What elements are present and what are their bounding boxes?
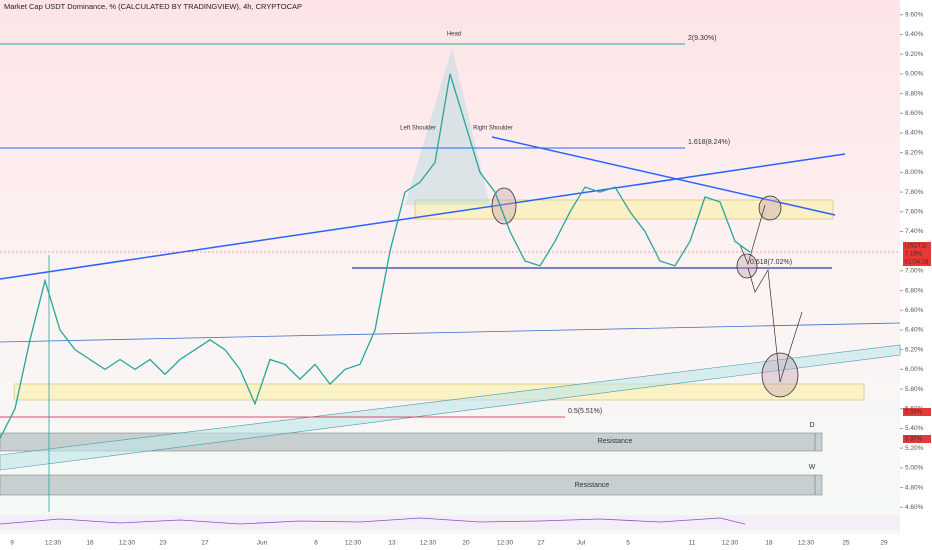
arrow <box>747 267 803 383</box>
x-tick-label: 18 <box>765 540 773 547</box>
y-tick-label: 9.60% <box>905 11 924 18</box>
resistance-box <box>0 474 823 496</box>
price-tag: 5.37% <box>905 437 923 443</box>
x-tick-label: 9 <box>10 540 14 547</box>
indicator-line <box>0 517 746 525</box>
y-tick-label: 7.80% <box>905 189 924 196</box>
annotation: W <box>809 464 816 471</box>
x-tick-label: 12:30 <box>420 540 437 547</box>
annotation: 1.618(8.24%) <box>688 139 730 146</box>
price-tag-bg <box>903 250 931 258</box>
y-tick-label: 6.40% <box>905 327 924 334</box>
annotation: 0.618(7.02%) <box>750 259 792 266</box>
x-tick-label: 27 <box>537 540 545 547</box>
y-tick-label: 8.00% <box>905 169 924 176</box>
resistance-zone <box>414 199 834 220</box>
price-tag-bg <box>903 435 931 443</box>
x-tick-label: 11 <box>689 540 696 547</box>
price-axis <box>900 0 932 550</box>
price-tag-bg <box>903 242 931 250</box>
x-tick-label: 29 <box>880 540 888 547</box>
price-tag: 5.55% <box>905 410 923 416</box>
indicator-panel <box>0 515 900 530</box>
x-tick-label: 12:30 <box>798 540 815 547</box>
price-tag: USDT.D <box>905 244 927 250</box>
y-tick-label: 6.60% <box>905 307 924 314</box>
annotation: Resistance <box>575 482 610 489</box>
y-tick-label: 6.20% <box>905 346 924 353</box>
y-tick-label: 9.00% <box>905 71 924 78</box>
x-tick-label: 12:30 <box>345 540 362 547</box>
y-tick-label: 6.00% <box>905 366 924 373</box>
arrow <box>739 204 766 266</box>
y-tick-label: 8.20% <box>905 149 924 156</box>
price-line <box>0 73 751 439</box>
pattern-shape <box>405 48 490 205</box>
y-tick-label: 4.60% <box>905 504 924 511</box>
highlight <box>761 352 799 398</box>
annotation: Resistance <box>598 438 633 445</box>
y-tick-label: 5.80% <box>905 386 924 393</box>
highlight <box>736 253 758 279</box>
x-tick-label: Jun <box>257 540 268 547</box>
y-tick-label: 8.80% <box>905 90 924 97</box>
y-tick-label: 5.40% <box>905 425 924 432</box>
x-tick-label: 12:30 <box>722 540 739 547</box>
support-zone <box>13 383 865 401</box>
x-tick-label: 16 <box>86 540 94 547</box>
chart-title: Market Cap USDT Dominance, % (CALCULATED… <box>4 2 302 11</box>
x-tick-label: Jul <box>577 540 586 547</box>
price-tag-bg <box>903 258 931 266</box>
y-tick-label: 9.40% <box>905 31 924 38</box>
x-tick-label: 5 <box>626 540 630 547</box>
trend-line <box>0 322 901 343</box>
x-tick-label: 23 <box>159 540 167 547</box>
x-tick-label: 12:30 <box>497 540 514 547</box>
x-tick-label: 27 <box>201 540 209 547</box>
trend-line <box>491 136 836 216</box>
trend-line <box>0 153 846 280</box>
y-tick-label: 8.40% <box>905 130 924 137</box>
x-tick-label: 20 <box>462 540 470 547</box>
annotation: Head <box>447 32 461 38</box>
annotation: 2(9.30%) <box>688 35 716 42</box>
x-tick-label: 13 <box>388 540 396 547</box>
price-tag: 7.19% <box>905 252 923 258</box>
x-tick-label: 12:30 <box>119 540 136 547</box>
y-tick-label: 7.00% <box>905 268 924 275</box>
x-tick-label: 6 <box>314 540 318 547</box>
highlight <box>491 187 517 225</box>
highlight <box>758 195 782 221</box>
x-tick-label: 12:30 <box>45 540 62 547</box>
y-tick-label: 8.60% <box>905 110 924 117</box>
y-tick-label: 7.60% <box>905 208 924 215</box>
annotation: Right Shoulder <box>473 126 513 132</box>
annotation: 0.5(5.51%) <box>568 408 602 415</box>
price-tag: 01:04:18 <box>905 260 929 266</box>
y-tick-label: 4.80% <box>905 484 924 491</box>
y-tick-label: 6.80% <box>905 287 924 294</box>
annotation: D <box>809 422 814 429</box>
price-tag-bg <box>903 408 931 416</box>
y-tick-label: 5.20% <box>905 445 924 452</box>
time-axis <box>0 535 900 550</box>
y-tick-label: 5.00% <box>905 465 924 472</box>
y-tick-label: 7.40% <box>905 228 924 235</box>
y-tick-label: 9.20% <box>905 51 924 58</box>
annotation: Left Shoulder <box>400 126 436 132</box>
x-tick-label: 25 <box>842 540 850 547</box>
channel <box>0 344 901 471</box>
